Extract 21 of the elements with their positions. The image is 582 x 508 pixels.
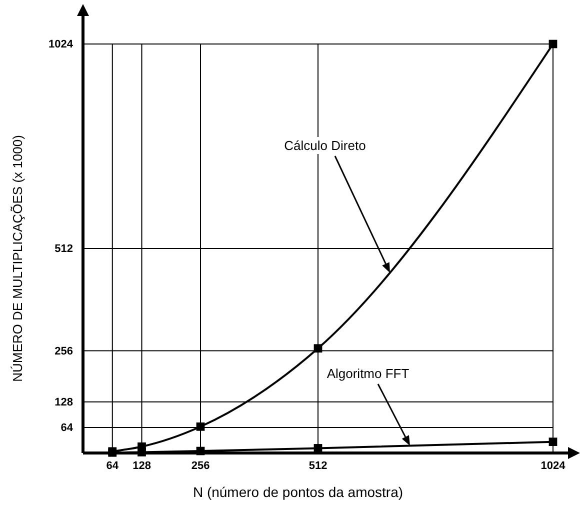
x-tick-label: 256 xyxy=(191,460,210,472)
point xyxy=(196,422,205,431)
y-tick-label: 512 xyxy=(54,243,73,256)
y-tick-label: 256 xyxy=(54,345,73,358)
point xyxy=(548,40,558,48)
point xyxy=(314,444,322,452)
x-tick-label: 1024 xyxy=(540,460,566,472)
x-tick-label: 512 xyxy=(308,460,328,472)
y-tick-label: 128 xyxy=(54,396,73,408)
y-axis-title: NÚMERO DE MULTIPLICAÇÕES (x 1000) xyxy=(10,135,25,382)
annotation: Algoritmo FFT xyxy=(326,366,410,381)
point xyxy=(196,446,205,456)
x-tick-label: 128 xyxy=(132,460,151,472)
y-tick-label: 1024 xyxy=(48,38,74,51)
point xyxy=(548,438,558,446)
x-tick-label: 64 xyxy=(106,460,120,472)
annotation: Cálculo Direto xyxy=(284,138,366,153)
x-axis-title: N (número de pontos da amostra) xyxy=(192,484,404,500)
point xyxy=(314,344,322,353)
y-tick-label: 64 xyxy=(60,422,74,434)
point xyxy=(138,448,146,456)
